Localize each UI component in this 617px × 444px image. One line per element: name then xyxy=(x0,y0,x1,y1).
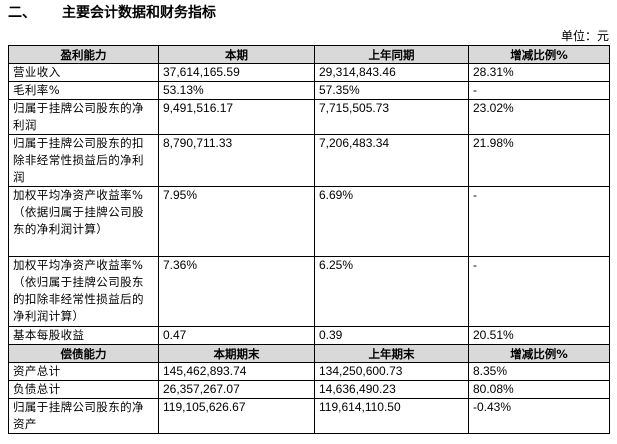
prior-year-end-value: 14,636,490.23 xyxy=(314,380,469,399)
column-header: 增减比例% xyxy=(468,344,610,363)
change-percent-value: 21.98% xyxy=(468,134,610,187)
row-label: 归属于挂牌公司股东的扣除非经常性损益后的净利润 xyxy=(8,134,159,187)
prior-year-end-value: 134,250,600.73 xyxy=(314,362,469,381)
change-percent-value: 20.51% xyxy=(468,326,610,345)
current-period-value: 0.47 xyxy=(158,326,315,345)
prior-period-value: 7,206,483.34 xyxy=(314,134,469,187)
column-header: 上年期末 xyxy=(314,344,469,363)
column-header: 盈利能力 xyxy=(8,45,159,64)
current-period-value: 9,491,516.17 xyxy=(158,99,315,135)
row-label: 毛利率% xyxy=(8,81,159,100)
change-percent-value: - xyxy=(468,186,610,257)
period-end-value: 119,105,626.67 xyxy=(158,398,315,434)
column-header: 本期 xyxy=(158,45,315,64)
unit-note: 单位：元 xyxy=(560,29,609,43)
change-percent-value: 8.35% xyxy=(468,362,610,381)
section-number: 二、 xyxy=(8,5,36,21)
change-percent-value: 23.02% xyxy=(468,99,610,135)
prior-period-value: 7,715,505.73 xyxy=(314,99,469,135)
current-period-value: 7.36% xyxy=(158,256,315,327)
prior-period-value: 0.39 xyxy=(314,326,469,345)
section-title: 主要会计数据和财务指标 xyxy=(62,5,216,21)
row-label: 归属于挂牌公司股东的净利润 xyxy=(8,99,159,135)
row-label: 负债总计 xyxy=(8,380,159,399)
column-header: 上年同期 xyxy=(314,45,469,64)
prior-period-value: 6.69% xyxy=(314,186,469,257)
column-header: 增减比例% xyxy=(468,45,610,64)
table-row: 资产总计 145,462,893.74 134,250,600.73 8.35% xyxy=(8,362,610,381)
change-percent-value: -0.43% xyxy=(468,398,610,434)
row-label: 营业收入 xyxy=(8,63,159,82)
change-percent-value: 28.31% xyxy=(468,63,610,82)
change-percent-value: - xyxy=(468,256,610,327)
section-heading: 二、 主要会计数据和财务指标 xyxy=(8,2,216,24)
table-row: 归属于挂牌公司股东的净资产 119,105,626.67 119,614,110… xyxy=(8,398,610,434)
table-row: 毛利率% 53.13% 57.35% - xyxy=(8,81,610,100)
prior-year-end-value: 119,614,110.50 xyxy=(314,398,469,434)
current-period-value: 7.95% xyxy=(158,186,315,257)
row-label: 基本每股收益 xyxy=(8,326,159,345)
table-row: 基本每股收益 0.47 0.39 20.51% xyxy=(8,326,610,345)
prior-period-value: 29,314,843.46 xyxy=(314,63,469,82)
table-row: 归属于挂牌公司股东的扣除非经常性损益后的净利润 8,790,711.33 7,2… xyxy=(8,134,610,187)
period-end-value: 145,462,893.74 xyxy=(158,362,315,381)
column-header: 本期期末 xyxy=(158,344,315,363)
table-row: 营业收入 37,614,165.59 29,314,843.46 28.31% xyxy=(8,63,610,82)
change-percent-value: 80.08% xyxy=(468,380,610,399)
current-period-value: 53.13% xyxy=(158,81,315,100)
row-label: 资产总计 xyxy=(8,362,159,381)
profitability-header-row: 盈利能力 本期 上年同期 增减比例% xyxy=(8,45,610,64)
period-end-value: 26,357,267.07 xyxy=(158,380,315,399)
solvency-header-row: 偿债能力 本期期末 上年期末 增减比例% xyxy=(8,344,610,363)
table-row: 负债总计 26,357,267.07 14,636,490.23 80.08% xyxy=(8,380,610,399)
row-label: 归属于挂牌公司股东的净资产 xyxy=(8,398,159,434)
prior-period-value: 6.25% xyxy=(314,256,469,327)
table-row: 加权平均净资产收益率%（依据归属于挂牌公司股东的净利润计算） 7.95% 6.6… xyxy=(8,186,610,257)
row-label: 加权平均净资产收益率%（依归属于挂牌公司股东的扣除非经常性损益后的净利润计算） xyxy=(8,256,159,327)
row-label: 加权平均净资产收益率%（依据归属于挂牌公司股东的净利润计算） xyxy=(8,186,159,257)
prior-period-value: 57.35% xyxy=(314,81,469,100)
current-period-value: 37,614,165.59 xyxy=(158,63,315,82)
change-percent-value: - xyxy=(468,81,610,100)
current-period-value: 8,790,711.33 xyxy=(158,134,315,187)
table-row: 加权平均净资产收益率%（依归属于挂牌公司股东的扣除非经常性损益后的净利润计算） … xyxy=(8,256,610,327)
table-row: 归属于挂牌公司股东的净利润 9,491,516.17 7,715,505.73 … xyxy=(8,99,610,135)
financial-indicators-table: 盈利能力 本期 上年同期 增减比例% 营业收入 37,614,165.59 29… xyxy=(8,45,610,434)
column-header: 偿债能力 xyxy=(8,344,159,363)
